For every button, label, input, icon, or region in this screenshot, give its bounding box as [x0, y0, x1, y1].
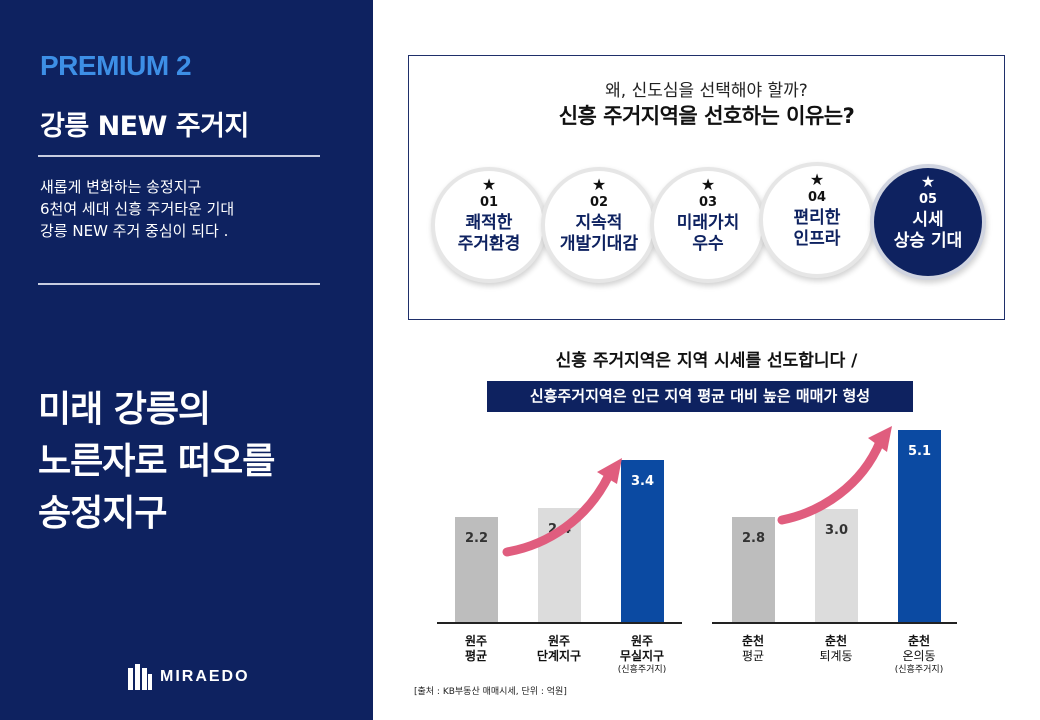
- bar-value-label: 2.8: [741, 530, 766, 546]
- reason-label-line: 쾌적한: [465, 213, 513, 233]
- reason-label-line: 우수: [692, 234, 724, 254]
- brand: MIRAEDO: [128, 664, 250, 690]
- reasons-title: 신흥 주거지역을 선호하는 이유는?: [558, 104, 855, 128]
- left-panel: PREMIUM 2 강릉 NEW 주거지 새롭게 변화하는 송정지구 6천여 세…: [0, 0, 373, 720]
- headline: 강릉 NEW 주거지: [40, 111, 249, 142]
- big-line: 미래 강릉의: [38, 389, 211, 430]
- category-label-line: 춘천: [907, 634, 931, 648]
- reason-number: 02: [589, 195, 609, 210]
- reason-label: 시세 상승 기대: [874, 210, 982, 252]
- reason-number: 01: [479, 195, 499, 210]
- growth-arrow-icon: [777, 426, 892, 525]
- big-line: 송정지구: [38, 493, 167, 534]
- section-title: 신흥 주거지역은 지역 시세를 선도합니다 /: [555, 351, 858, 371]
- reason-circle: ★ 03 미래가치 우수: [650, 167, 766, 283]
- lead-text: 새롭게 변화하는 송정지구 6천여 세대 신흥 주거타운 기대 강릉 NEW 주…: [40, 176, 234, 242]
- star-icon: ★: [700, 175, 716, 194]
- star-icon: ★: [809, 170, 825, 189]
- divider: [38, 283, 320, 285]
- reason-label-line: 인프라: [793, 229, 841, 249]
- star-icon: ★: [481, 175, 497, 194]
- lead-line: 6천여 세대 신흥 주거타운 기대: [40, 200, 235, 218]
- reason-label: 편리한 인프라: [763, 208, 871, 250]
- bar-value-label: 2.2: [464, 531, 489, 547]
- category-label-line: 퇴계동: [819, 649, 853, 663]
- category-label-line: 평균: [464, 649, 488, 663]
- category-label-line: 평균: [741, 649, 765, 663]
- lead-line: 새롭게 변화하는 송정지구: [40, 178, 202, 196]
- chart-bar: 3.0: [815, 509, 858, 622]
- divider: [38, 155, 320, 157]
- reason-circle-highlight: ★ 05 시세 상승 기대: [870, 164, 986, 280]
- big-line: 노른자로 떠오를: [38, 441, 275, 482]
- category-label: 원주 평균: [436, 634, 516, 664]
- category-label: 춘천 퇴계동: [796, 634, 876, 664]
- reason-circle: ★ 04 편리한 인프라: [759, 162, 875, 278]
- brand-name: MIRAEDO: [160, 668, 250, 685]
- reason-number: 03: [698, 195, 718, 210]
- chuncheon-bar-chart: 2.8 춘천 평균 3.0 춘천 퇴계동 5.1 춘천 온의동 (신흥주거지): [712, 420, 957, 675]
- growth-arrow-icon: [502, 458, 622, 557]
- category-label-line: 단계지구: [536, 649, 582, 663]
- reasons-question: 왜, 신도심을 선택해야 할까?: [605, 81, 808, 101]
- category-label: 춘천 온의동 (신흥주거지): [879, 634, 959, 676]
- category-label-line: (신흥주거지): [617, 665, 667, 675]
- section-banner: 신흥주거지역은 인근 지역 평균 대비 높은 매매가 형성: [487, 381, 913, 412]
- reason-label-line: 미래가치: [676, 213, 740, 233]
- reason-label-line: 시세: [912, 210, 944, 230]
- lead-line: 강릉 NEW 주거 중심이 되다 .: [40, 222, 229, 240]
- reason-number: 05: [918, 192, 938, 207]
- chart-bar: 2.8: [732, 516, 775, 622]
- chart-bar: 2.2: [455, 517, 498, 622]
- category-label-line: (신흥주거지): [894, 665, 944, 675]
- category-label-line: 원주: [630, 634, 654, 648]
- reason-label-line: 지속적: [575, 213, 623, 233]
- chart-bar: 3.4: [621, 460, 664, 622]
- star-icon: ★: [591, 175, 607, 194]
- reason-circle: ★ 01 쾌적한 주거환경: [431, 167, 547, 283]
- category-label-line: 온의동: [902, 649, 936, 663]
- reasons-box: 왜, 신도심을 선택해야 할까? 신흥 주거지역을 선호하는 이유는? ★ 01…: [408, 55, 1005, 320]
- reason-label-line: 상승 기대: [893, 231, 963, 251]
- reason-label: 지속적 개발기대감: [545, 213, 653, 255]
- bar-value-label: 3.0: [824, 523, 849, 539]
- big-headline: 미래 강릉의 노른자로 떠오를 송정지구: [38, 384, 275, 540]
- source-note: [출처 : KB부동산 매매시세, 단위 : 억원]: [414, 687, 567, 697]
- category-label-line: 춘천: [741, 634, 765, 648]
- reason-circle: ★ 02 지속적 개발기대감: [541, 167, 657, 283]
- category-label-line: 원주: [464, 634, 488, 648]
- chart-axis: [437, 622, 682, 624]
- reason-label: 미래가치 우수: [654, 213, 762, 255]
- category-label: 원주 무실지구 (신흥주거지): [602, 634, 682, 676]
- bar-value-label: 3.4: [630, 474, 655, 490]
- star-icon: ★: [920, 172, 936, 191]
- bar-value-label: 5.1: [907, 444, 932, 460]
- category-label-line: 원주: [547, 634, 571, 648]
- reason-label-line: 개발기대감: [559, 234, 639, 254]
- reason-number: 04: [807, 190, 827, 205]
- category-label: 춘천 평균: [713, 634, 793, 664]
- wonju-bar-chart: 2.2 원주 평균 2.4 원주 단계지구 3.4 원주 무실지구 (신흥주거지): [437, 420, 682, 675]
- category-label-line: 춘천: [824, 634, 848, 648]
- category-label-line: 무실지구: [619, 649, 665, 663]
- chart-axis: [712, 622, 957, 624]
- premium-label: PREMIUM 2: [40, 50, 192, 81]
- reason-label: 쾌적한 주거환경: [435, 213, 543, 255]
- category-label: 원주 단계지구: [519, 634, 599, 664]
- chart-bar: 5.1: [898, 430, 941, 622]
- reason-label-line: 주거환경: [457, 234, 521, 254]
- miraedo-logo-icon: [128, 664, 152, 690]
- reason-label-line: 편리한: [793, 208, 841, 228]
